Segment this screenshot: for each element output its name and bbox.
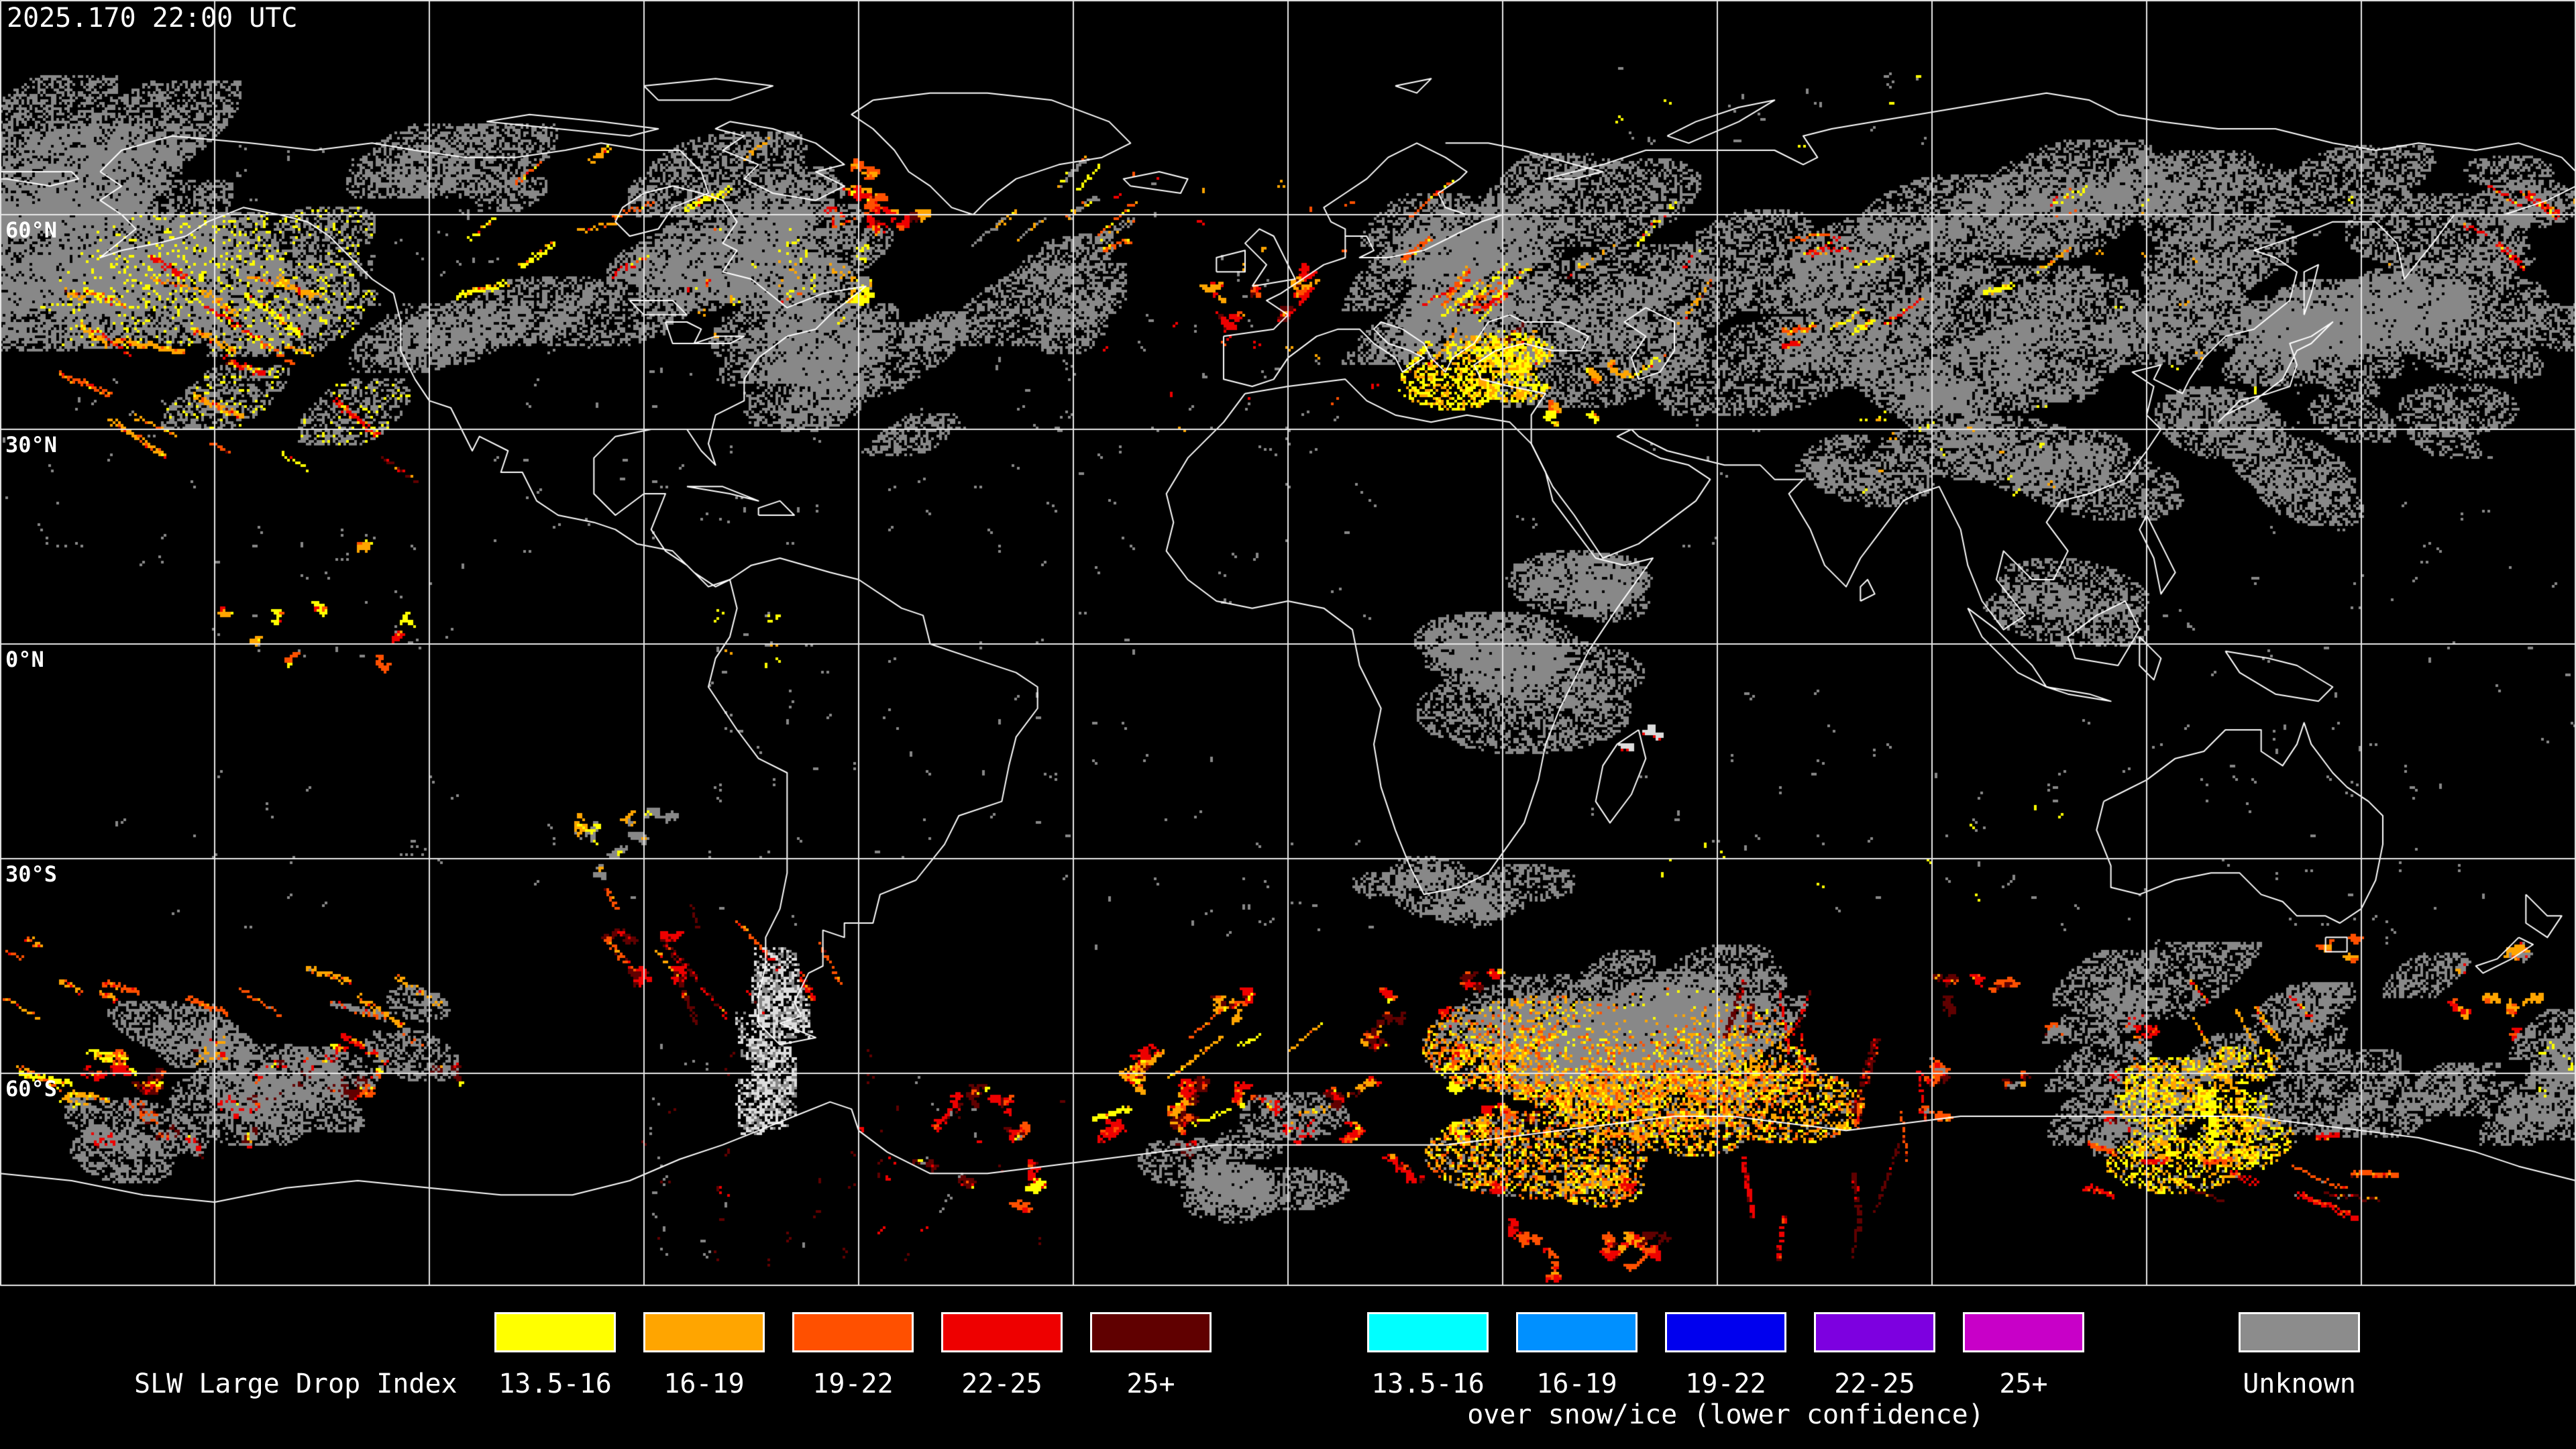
swatch-snow-16-19 [1516,1312,1638,1352]
swatch-label: 25+ [1126,1368,1175,1399]
swatch-slw-16-19 [643,1312,765,1352]
lat-label-60s: 60°S [5,1076,58,1102]
swatch-label: 25+ [1999,1368,2048,1399]
lat-label-60n: 60°N [5,217,58,243]
legend-title: SLW Large Drop Index [134,1368,458,1399]
snow-ice-caption: over snow/ice (lower confidence) [1467,1399,1984,1430]
swatch-label: 22-25 [1834,1368,1915,1399]
lat-label-0n: 0°N [5,647,44,672]
legend-item-slw-1: 13.5-16 [494,1312,616,1399]
swatch-label: Unknown [2243,1368,2356,1399]
legend-item-snow-4: 22-25 [1814,1312,1935,1399]
legend-item-slw-4: 22-25 [941,1312,1063,1399]
legend-item-unknown: Unknown [2239,1312,2360,1399]
swatch-slw-25plus [1090,1312,1212,1352]
swatch-slw-19-22 [792,1312,914,1352]
legend-item-slw-3: 19-22 [792,1312,914,1399]
swatch-label: 19-22 [1685,1368,1766,1399]
swatch-label: 19-22 [812,1368,894,1399]
world-map-canvas [0,0,2576,1288]
legend-item-snow-2: 16-19 [1516,1312,1638,1399]
swatch-label: 16-19 [663,1368,745,1399]
legend-item-slw-5: 25+ [1090,1312,1212,1399]
lat-label-30s: 30°S [5,861,58,887]
swatch-snow-25plus [1963,1312,2084,1352]
swatch-slw-22-25 [941,1312,1063,1352]
swatch-snow-19-22 [1665,1312,1786,1352]
legend-item-snow-1: 13.5-16 [1367,1312,1489,1399]
legend-item-slw-2: 16-19 [643,1312,765,1399]
swatch-unknown [2239,1312,2360,1352]
swatch-snow-13.5-16 [1367,1312,1489,1352]
swatch-label: 13.5-16 [1371,1368,1485,1399]
legend-item-snow-5: 25+ [1963,1312,2084,1399]
swatch-slw-13.5-16 [494,1312,616,1352]
swatch-label: 13.5-16 [498,1368,612,1399]
swatch-label: 16-19 [1536,1368,1617,1399]
lat-label-30n: 30°N [5,432,58,458]
legend-item-snow-3: 19-22 [1665,1312,1786,1399]
timestamp: 2025.170 22:00 UTC [7,3,298,34]
swatch-label: 22-25 [961,1368,1042,1399]
swatch-snow-22-25 [1814,1312,1935,1352]
